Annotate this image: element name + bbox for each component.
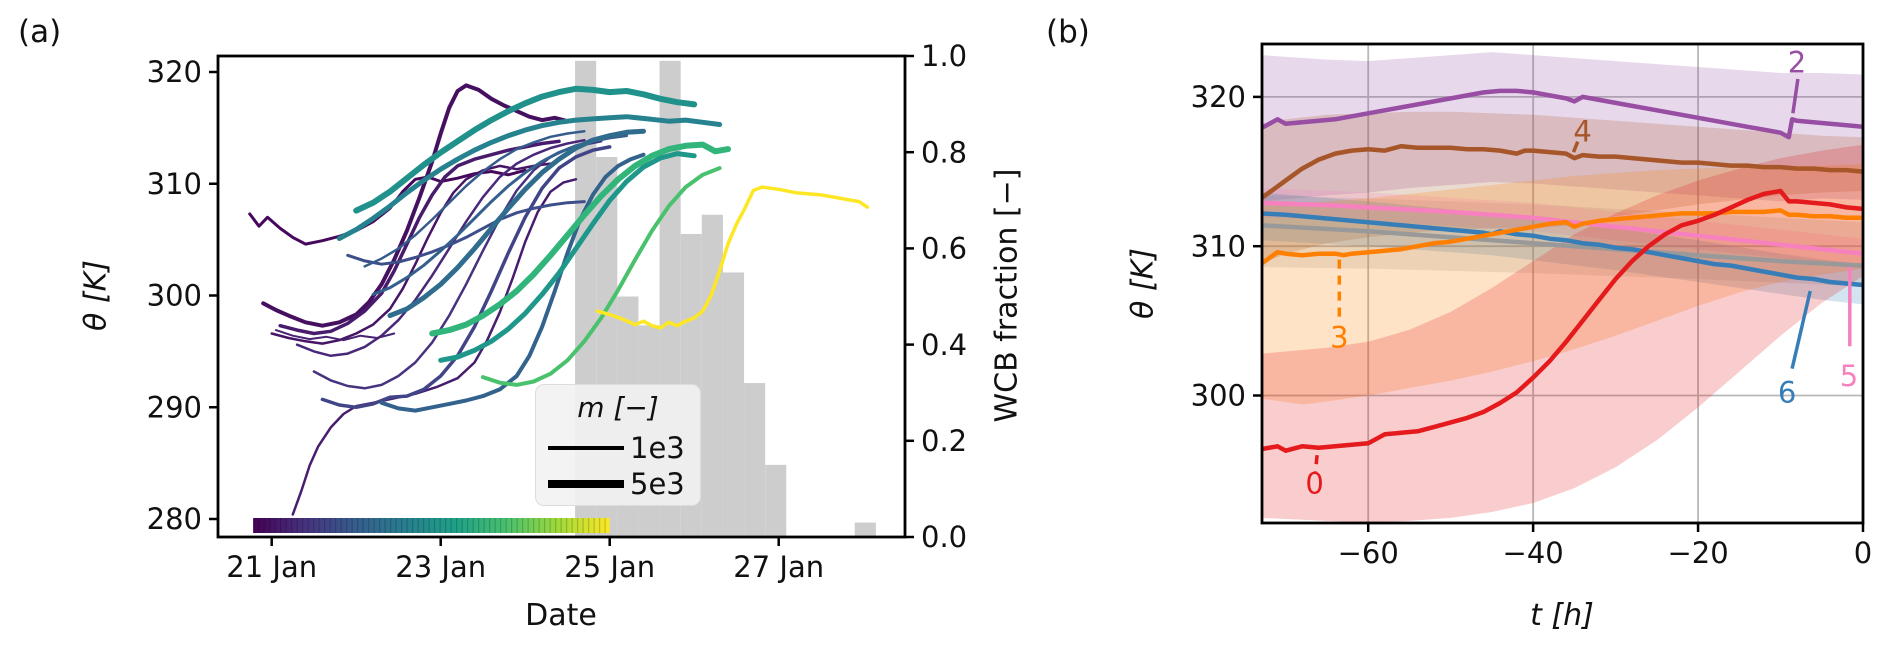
- panel-b-xlabel: t [h]: [1530, 598, 1594, 633]
- panel-a-ylabel: θ [K]: [78, 260, 114, 331]
- svg-text:300: 300: [147, 279, 202, 313]
- svg-text:23 Jan: 23 Jan: [395, 550, 486, 584]
- trajectory: [320, 145, 612, 410]
- legend-line-thick: [548, 480, 624, 488]
- svg-text:25 Jan: 25 Jan: [564, 550, 655, 584]
- svg-text:290: 290: [147, 390, 202, 424]
- svg-text:−40: −40: [1503, 536, 1564, 570]
- trajectory: [379, 152, 646, 413]
- line-series-0: [1262, 188, 1863, 453]
- svg-text:320: 320: [147, 55, 202, 89]
- trajectory: [429, 141, 731, 337]
- svg-text:0.0: 0.0: [921, 520, 967, 554]
- line-series-6: [1262, 211, 1863, 288]
- label-series-2: 2: [1788, 46, 1806, 80]
- trajectory: [346, 200, 586, 266]
- legend-entry-1e3: 1e3: [536, 430, 700, 466]
- panel-a-letter: (a): [18, 14, 62, 50]
- line-series-1: [1262, 223, 1863, 268]
- trajectory: [274, 329, 396, 342]
- panel-a-axes: 21 Jan 23 Jan 25 Jan 27 Jan 280 290 300 310 320 0…: [147, 39, 967, 584]
- svg-text:320: 320: [1191, 80, 1246, 114]
- trajectory: [595, 185, 870, 330]
- svg-text:310: 310: [1191, 229, 1246, 263]
- trajectory: [438, 151, 697, 363]
- svg-text:27 Jan: 27 Jan: [733, 550, 824, 584]
- trajectory: [295, 138, 586, 358]
- trajectory: [291, 178, 578, 516]
- panel-a-right-ylabel: WCB fraction [−]: [989, 168, 1025, 423]
- svg-text:−20: −20: [1667, 536, 1728, 570]
- label-series-5: 5: [1840, 359, 1858, 393]
- trajectory: [480, 166, 722, 387]
- svg-text:0: 0: [1854, 536, 1872, 570]
- leader-series-2: [1791, 78, 1800, 114]
- svg-text:310: 310: [147, 167, 202, 201]
- legend-entry-5e3: 5e3: [536, 466, 700, 502]
- panel-b-lines: [1262, 88, 1863, 453]
- band-series-6: [1262, 192, 1863, 305]
- line-series-2: [1262, 88, 1863, 140]
- line-series-3: [1262, 208, 1863, 267]
- svg-text:300: 300: [1191, 379, 1246, 413]
- panel-a-trajectories: [248, 83, 870, 516]
- trajectory: [336, 114, 723, 241]
- panel-b-ylabel: θ [K]: [1125, 248, 1161, 319]
- legend-label-1e3: 1e3: [630, 431, 685, 465]
- label-series-6: 6: [1778, 376, 1796, 410]
- panel-a-colorbar: [253, 518, 610, 533]
- panel-b-series-labels: 2 4 5 6 3 0: [1305, 46, 1858, 501]
- trajectory: [387, 128, 646, 319]
- panel-b-letter: (b): [1046, 14, 1090, 50]
- svg-text:0.4: 0.4: [921, 328, 967, 362]
- leader-series-0: [1313, 455, 1319, 472]
- panel-a-xlabel: Date: [525, 598, 597, 633]
- svg-text:1.0: 1.0: [921, 39, 967, 73]
- svg-text:0.8: 0.8: [921, 135, 967, 169]
- svg-text:280: 280: [147, 502, 202, 536]
- label-series-0: 0: [1305, 467, 1323, 501]
- legend-label-5e3: 5e3: [630, 467, 685, 501]
- svg-text:21 Jan: 21 Jan: [226, 550, 317, 584]
- label-series-3: 3: [1330, 320, 1348, 354]
- svg-text:0.6: 0.6: [921, 232, 967, 266]
- line-series-4: [1262, 143, 1863, 201]
- leader-series-4: [1571, 141, 1580, 153]
- trajectory: [363, 129, 586, 268]
- line-series-5: [1262, 200, 1863, 256]
- svg-text:0.2: 0.2: [921, 424, 967, 458]
- svg-text:−60: −60: [1338, 536, 1399, 570]
- mass-legend: m [−] 1e3 5e3: [535, 384, 701, 506]
- leader-series-6: [1790, 290, 1812, 369]
- legend-line-thin: [548, 446, 624, 450]
- trajectory: [353, 85, 698, 214]
- legend-title: m [−]: [577, 391, 659, 424]
- label-series-4: 4: [1573, 114, 1591, 148]
- trajectory: [278, 139, 561, 336]
- trajectory: [270, 162, 552, 345]
- panel-b-bands: [1262, 52, 1863, 523]
